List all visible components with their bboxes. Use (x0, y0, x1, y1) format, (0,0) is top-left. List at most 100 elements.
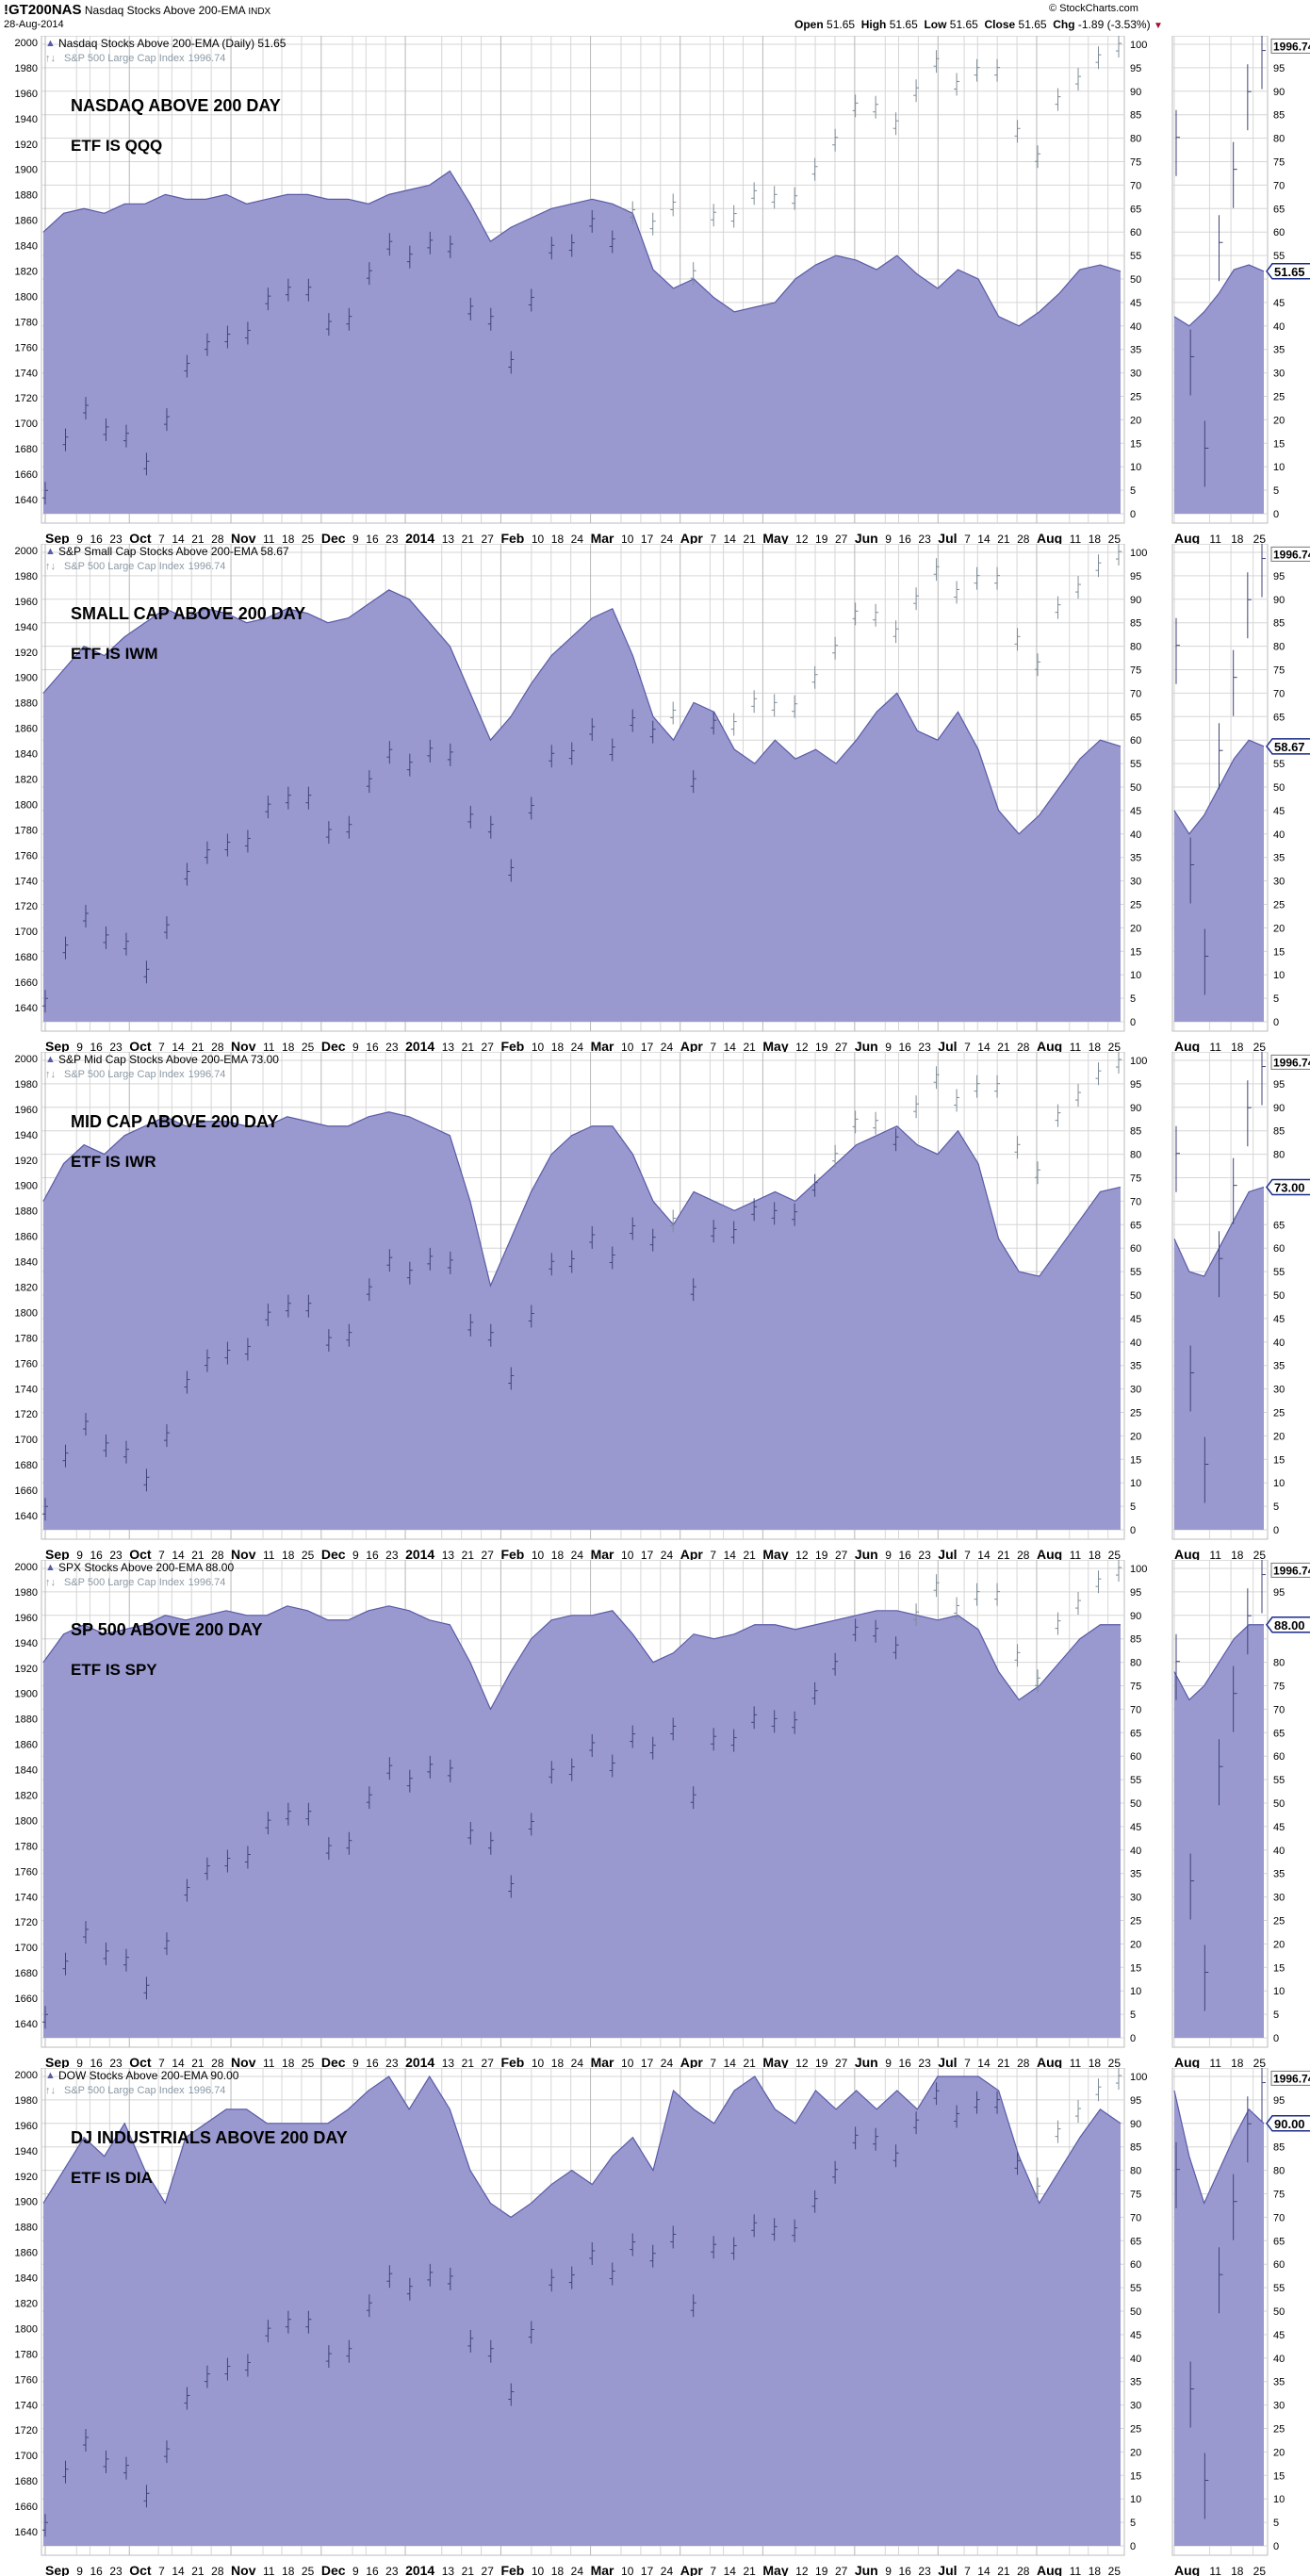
right-tick-label: 70 (1130, 688, 1141, 699)
left-tick-label: 1940 (15, 622, 38, 633)
x-tick-label: Aug (1037, 1547, 1062, 1560)
left-tick-label: 1980 (15, 63, 38, 74)
right-tick-label: 30 (1130, 1893, 1141, 1904)
left-tick-label: 1980 (15, 2095, 38, 2107)
chg-label: Chg (1053, 18, 1075, 31)
mini-right-tick-label: 45 (1273, 1314, 1285, 1325)
x-tick-label: 11 (1070, 1549, 1082, 1560)
right-tick-label: 10 (1130, 1478, 1141, 1489)
x-tick-label: Mar (591, 2563, 614, 2576)
right-tick-label: 45 (1130, 806, 1141, 817)
left-tick-label: 1880 (15, 190, 38, 202)
x-tick-label: 11 (1070, 533, 1082, 544)
right-tick-label: 75 (1130, 157, 1141, 169)
mini-right-tick-label: 40 (1273, 2354, 1285, 2365)
x-tick-label: 12 (795, 2057, 809, 2068)
percent-area (43, 1111, 1121, 1530)
x-tick-label: 24 (661, 533, 674, 544)
legend-price-name: S&P 500 Large Cap Index (64, 2085, 185, 2096)
value-badge-value: 58.67 (1274, 740, 1305, 754)
mini-right-tick-label: 50 (1273, 782, 1285, 794)
x-tick-label: 24 (661, 1549, 674, 1560)
x-tick-label: 27 (835, 1549, 848, 1560)
right-tick-label: 25 (1130, 1916, 1141, 1928)
legend-price: S&P 500 Large Cap Index 1996.74 (64, 561, 225, 572)
x-tick-label: Sep (45, 1039, 70, 1052)
x-tick-label: Sep (45, 1547, 70, 1560)
left-tick-label: 1940 (15, 2146, 38, 2158)
x-tick-label: Mar (591, 1039, 614, 1052)
x-tick-label: Apr (680, 531, 704, 544)
left-tick-label: 1880 (15, 1206, 38, 1218)
right-tick-label: 50 (1130, 1798, 1141, 1810)
left-tick-label: 1860 (15, 1232, 38, 1243)
x-tick-label: Oct (129, 531, 152, 544)
right-tick-label: 30 (1130, 2401, 1141, 2412)
right-tick-label: 45 (1130, 2330, 1141, 2341)
mini-right-tick-label: 40 (1273, 1846, 1285, 1857)
left-tick-label: 1860 (15, 1740, 38, 1751)
right-tick-label: 60 (1130, 735, 1141, 747)
left-tick-label: 1960 (15, 1613, 38, 1624)
x-tick-label: 16 (366, 2057, 379, 2068)
mini-right-tick-label: 65 (1273, 2236, 1285, 2247)
left-tick-label: 1840 (15, 2273, 38, 2285)
right-tick-label: 5 (1130, 2518, 1136, 2529)
x-tick-label: 7 (158, 1549, 165, 1560)
mini-x-tick-label: 18 (1231, 533, 1244, 544)
left-tick-label: 1860 (15, 216, 38, 227)
price-badge-value: 1996.74 (1273, 40, 1310, 53)
x-tick-label: 23 (385, 1041, 399, 1052)
x-tick-label: 21 (997, 1041, 1010, 1052)
percent-area (43, 171, 1121, 514)
x-tick-label: Apr (680, 1547, 704, 1560)
x-tick-label: 23 (918, 533, 931, 544)
mini-right-tick-label: 15 (1273, 438, 1285, 450)
right-tick-label: 85 (1130, 110, 1141, 122)
right-tick-label: 70 (1130, 1704, 1141, 1715)
x-tick-label: Oct (129, 1547, 152, 1560)
x-tick-label: May (762, 1547, 788, 1560)
mini-right-tick-label: 15 (1273, 946, 1285, 958)
left-tick-label: 1740 (15, 368, 38, 379)
legend-price-last: 1996.74 (188, 53, 226, 64)
mini-right-tick-label: 0 (1273, 509, 1279, 520)
left-tick-label: 1700 (15, 2451, 38, 2462)
x-tick-label: 21 (191, 533, 205, 544)
right-tick-label: 50 (1130, 1290, 1141, 1302)
left-tick-label: 1800 (15, 291, 38, 303)
mini-right-tick-label: 90 (1273, 87, 1285, 98)
left-tick-label: 1660 (15, 1994, 38, 2005)
right-tick-label: 15 (1130, 946, 1141, 958)
x-tick-label: 25 (1108, 533, 1122, 544)
mini-x-tick-label: Aug (1174, 2563, 1200, 2576)
high-value: 51.65 (889, 18, 918, 31)
x-tick-label: Oct (129, 2563, 152, 2576)
right-tick-label: 65 (1130, 1220, 1141, 1231)
mini-right-tick-label: 40 (1273, 321, 1285, 333)
x-tick-label: 10 (532, 533, 545, 544)
x-tick-label: 18 (282, 533, 295, 544)
x-tick-label: 14 (977, 1549, 991, 1560)
mini-right-tick-label: 35 (1273, 2377, 1285, 2388)
left-tick-label: 1980 (15, 1587, 38, 1599)
legend-price-name: S&P 500 Large Cap Index (64, 53, 185, 64)
x-tick-label: 18 (551, 1549, 565, 1560)
mini-right-tick-label: 65 (1273, 1728, 1285, 1739)
mini-right-tick-label: 45 (1273, 1822, 1285, 1833)
right-tick-label: 40 (1130, 321, 1141, 333)
x-tick-label: Apr (680, 2563, 704, 2576)
mini-right-tick-label: 10 (1273, 970, 1285, 981)
right-tick-label: 50 (1130, 2306, 1141, 2318)
x-tick-label: Jun (855, 2055, 878, 2068)
right-tick-label: 80 (1130, 1150, 1141, 1161)
mini-x-tick-label: 25 (1253, 1041, 1267, 1052)
right-tick-label: 35 (1130, 853, 1141, 864)
mini-right-tick-label: 70 (1273, 688, 1285, 699)
mini-percent-area (1174, 2090, 1264, 2546)
left-tick-label: 1800 (15, 2323, 38, 2335)
x-tick-label: 9 (352, 2057, 359, 2068)
x-tick-label: 7 (158, 533, 165, 544)
